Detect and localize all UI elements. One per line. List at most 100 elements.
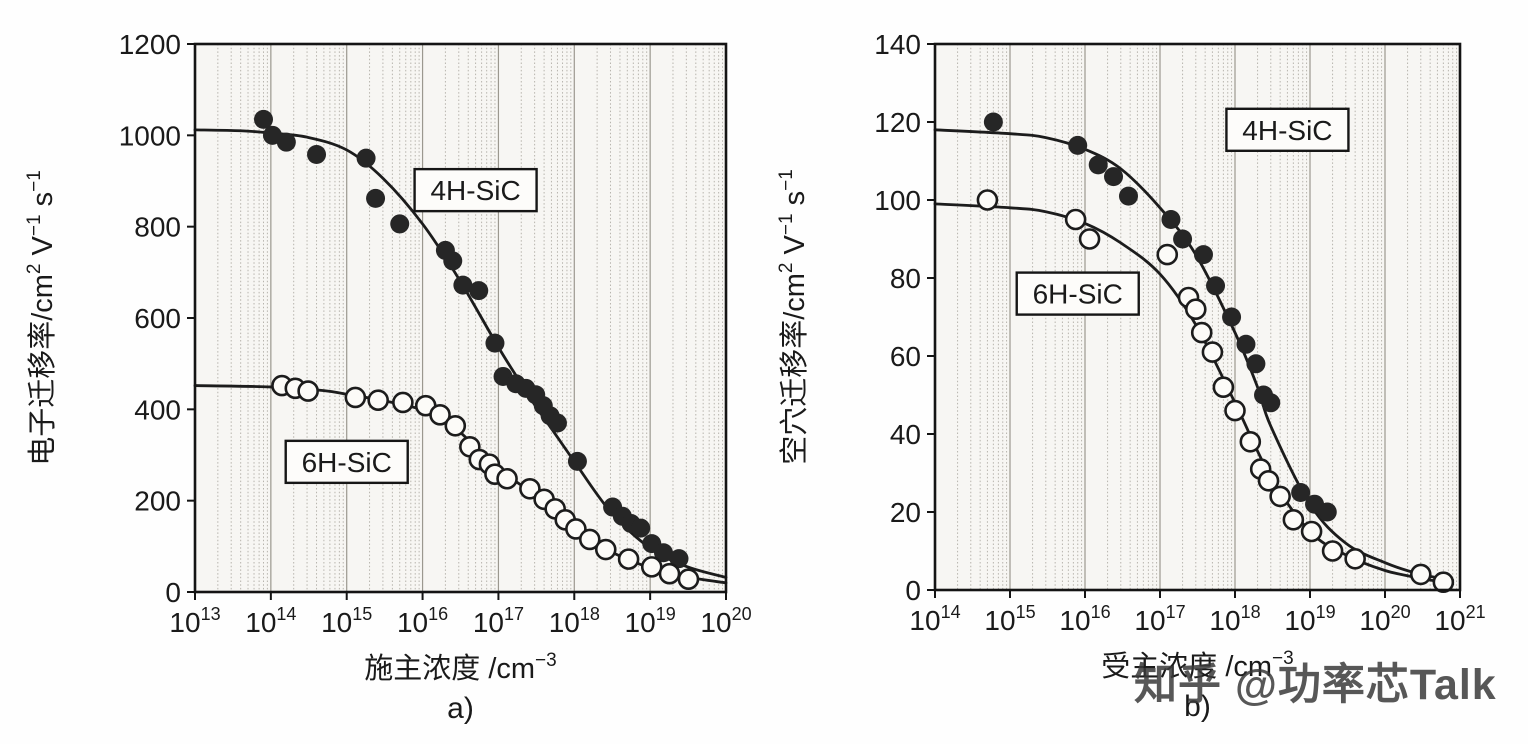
data-point-4H-SiC [547, 413, 567, 433]
data-point-6H-SiC [1409, 563, 1432, 586]
x-tick-label: 1014 [909, 602, 960, 636]
data-point-6H-SiC [1269, 485, 1291, 508]
data-point-4H-SiC [1118, 186, 1138, 206]
x-tick-label: 1019 [1284, 602, 1335, 636]
data-point-6H-SiC [297, 380, 319, 402]
data-point-6H-SiC [1344, 547, 1366, 570]
y-tick-label: 120 [874, 107, 921, 138]
data-point-4H-SiC [1206, 276, 1226, 296]
y-tick-label: 600 [134, 303, 181, 334]
series-label-box [1015, 271, 1140, 316]
x-tick-label: 1014 [245, 604, 296, 638]
y-tick-label: 100 [874, 185, 921, 216]
x-tick-label: 1019 [625, 604, 676, 638]
data-point-6H-SiC [1224, 399, 1246, 422]
data-point-6H-SiC [367, 389, 389, 412]
y-axis-label: 空穴迁移率/cm2 V−1 s−1 [776, 169, 811, 465]
data-point-6H-SiC [976, 189, 999, 211]
data-point-4H-SiC [1317, 502, 1337, 522]
data-point-6H-SiC [617, 548, 640, 570]
data-point-6H-SiC [1212, 376, 1235, 399]
subfigure-caption: b) [1184, 690, 1211, 723]
y-tick-label: 0 [905, 575, 921, 606]
data-point-6H-SiC [594, 538, 617, 561]
data-point-4H-SiC [356, 148, 376, 168]
data-point-4H-SiC [983, 112, 1003, 132]
x-tick-label: 1020 [1359, 602, 1410, 636]
data-point-4H-SiC [669, 549, 689, 569]
data-point-6H-SiC [429, 404, 451, 426]
x-tick-label: 1013 [169, 604, 220, 638]
series-label-box [1225, 107, 1350, 153]
data-point-6H-SiC [1184, 298, 1207, 321]
x-tick-label: 1017 [1134, 602, 1185, 636]
x-tick-label: 1021 [1434, 602, 1485, 636]
data-point-4H-SiC [390, 214, 410, 234]
x-tick-label: 1015 [321, 604, 372, 638]
chart-a-svg: 1013 1014 1015 1016 1017 1018 1019 1020 0 200 400 6… [24, 29, 752, 725]
x-tick-label: 1016 [1059, 602, 1110, 636]
x-axis-label: 施主浓度 /cm−3 [364, 650, 556, 685]
data-point-4H-SiC [453, 275, 473, 295]
fit-curve-6H-SiC [933, 202, 1455, 586]
data-point-4H-SiC [307, 145, 327, 165]
y-tick-label: 80 [890, 263, 921, 294]
y-tick-label: 800 [134, 212, 181, 243]
data-point-4H-SiC [1104, 167, 1124, 187]
data-point-4H-SiC [254, 109, 274, 129]
data-point-4H-SiC [1068, 135, 1088, 155]
series-label: 6H-SiC [1033, 279, 1123, 310]
data-point-6H-SiC [1078, 228, 1101, 250]
chart-b-svg: 1014 1015 1016 1017 1018 1019 1020 1021 0 20 40 60 8… [776, 29, 1486, 723]
fit-curve-4H-SiC [933, 128, 1455, 582]
data-point-6H-SiC [1239, 430, 1262, 453]
y-tick-label: 60 [890, 341, 921, 372]
data-point-4H-SiC [1236, 334, 1256, 354]
chart-a-electron-mobility: 1013 1014 1015 1016 1017 1018 1019 1020 0 200 400 6… [0, 0, 764, 739]
data-point-6H-SiC [640, 556, 663, 578]
y-tick-label: 200 [134, 486, 181, 517]
data-point-4H-SiC [443, 251, 463, 271]
subfigure-caption: a) [447, 692, 474, 725]
data-point-4H-SiC [1193, 245, 1213, 265]
data-point-4H-SiC [567, 451, 587, 471]
data-point-6H-SiC [677, 568, 700, 591]
data-point-4H-SiC [1291, 483, 1311, 502]
y-tick-label: 40 [890, 419, 921, 450]
data-point-6H-SiC [1156, 243, 1179, 266]
chart-b-hole-mobility: 1014 1015 1016 1017 1018 1019 1020 1021 0 20 40 60 8… [764, 0, 1528, 739]
x-tick-label: 1018 [1209, 602, 1260, 636]
data-point-4H-SiC [1261, 393, 1281, 413]
y-tick-label: 140 [874, 29, 921, 60]
data-point-6H-SiC [519, 477, 541, 500]
x-tick-label: 1020 [700, 604, 751, 638]
data-point-4H-SiC [631, 518, 651, 538]
data-point-6H-SiC [1201, 341, 1224, 363]
x-axis-label: 受主浓度 /cm−3 [1101, 648, 1293, 683]
series-label-box [413, 167, 538, 213]
y-tick-label: 1200 [119, 29, 181, 60]
data-point-6H-SiC [658, 562, 681, 585]
plot-frame [933, 42, 1462, 592]
data-point-6H-SiC [344, 386, 367, 409]
data-point-6H-SiC [1321, 540, 1344, 562]
data-point-4H-SiC [276, 132, 296, 152]
y-tick-label: 1000 [119, 120, 181, 151]
data-point-6H-SiC [1257, 469, 1280, 492]
x-tick-label: 1018 [549, 604, 600, 638]
data-point-6H-SiC [1282, 508, 1305, 531]
data-point-6H-SiC [444, 414, 467, 437]
y-tick-label: 0 [165, 577, 181, 608]
data-point-6H-SiC [1190, 321, 1213, 344]
data-point-4H-SiC [1246, 354, 1266, 374]
x-tick-label: 1017 [473, 604, 524, 638]
data-point-6H-SiC [392, 391, 414, 414]
y-tick-label: 20 [890, 497, 921, 528]
data-point-4H-SiC [366, 188, 386, 208]
series-label: 4H-SiC [430, 175, 520, 206]
data-point-6H-SiC [578, 528, 601, 551]
data-point-4H-SiC [1173, 229, 1193, 249]
x-tick-label: 1015 [984, 602, 1035, 636]
data-point-4H-SiC [654, 543, 674, 563]
